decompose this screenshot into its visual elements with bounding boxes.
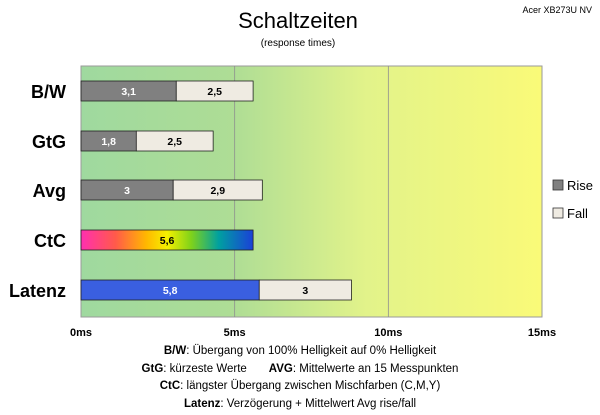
- bars: [80, 80, 352, 301]
- footnote-key: B/W: [163, 345, 187, 357]
- bar-value-label: 2,9: [210, 185, 225, 197]
- category-label: GtG: [32, 132, 66, 152]
- bar-value-label: 2,5: [207, 86, 222, 98]
- footnote-key: CtC: [159, 380, 181, 392]
- x-tick-labels: 0ms 5ms 10ms 15ms: [70, 327, 556, 339]
- legend: Rise Fall: [552, 178, 593, 221]
- category-label: CtC: [34, 231, 66, 251]
- footnote-text: : längster Übergang zwischen Mischfarben…: [180, 380, 441, 392]
- bar-fall: [175, 80, 254, 102]
- bar-value-label: 1,8: [101, 136, 116, 148]
- category-label: B/W: [31, 82, 66, 102]
- footnote-key: AVG: [268, 362, 293, 375]
- footnote-bw: B/W: Übergang von 100% Helligkeit auf 0%…: [0, 343, 600, 361]
- bar-value-label: 5,6: [160, 235, 175, 247]
- footnote-key: GtG: [141, 362, 164, 375]
- legend-swatch-fall: [552, 207, 564, 219]
- x-tick-label: 0ms: [70, 327, 92, 339]
- corner-label: Acer XB273U NV: [522, 5, 592, 15]
- bar-ctc: [80, 229, 254, 251]
- category-labels: B/W GtG Avg CtC Latenz: [9, 82, 66, 301]
- bar-value-label: 3: [302, 285, 308, 297]
- legend-swatch-rise: [552, 179, 564, 191]
- footnote-key: Latenz: [183, 397, 221, 410]
- bar-fall: [135, 130, 214, 152]
- footnote-text: : kürzeste Werte: [163, 362, 247, 375]
- bar-value-label: 3: [124, 185, 130, 197]
- footnote-text: : Verzögerung + Mittelwert Avg rise/fall: [220, 397, 417, 410]
- category-label: Latenz: [9, 281, 66, 301]
- category-label: Avg: [33, 181, 66, 201]
- bar-value-label: 2,5: [167, 136, 182, 148]
- chart-title: Schaltzeiten: [238, 8, 358, 33]
- chart-subtitle: (response times): [261, 38, 335, 49]
- bar-fall: [172, 179, 263, 201]
- bar-value-label: 3,1: [121, 86, 136, 98]
- footnote-text: : Mittelwerte an 15 Messpunkten: [292, 362, 459, 375]
- x-tick-label: 15ms: [528, 327, 556, 339]
- footnote-latenz: Latenz: Verzögerung + Mittelwert Avg ris…: [0, 396, 600, 414]
- footnote-text: : Übergang von 100% Helligkeit auf 0% He…: [186, 345, 437, 357]
- value-labels: 3,1 2,5 1,8 2,5 3 2,9 5,6 5,8 3: [101, 86, 308, 297]
- bar-value-label: 5,8: [163, 285, 178, 297]
- x-tick-label: 10ms: [374, 327, 402, 339]
- legend-label-fall: Fall: [567, 206, 588, 221]
- x-tick-label: 5ms: [224, 327, 246, 339]
- footnote-gtg-avg: GtG: kürzeste Werte AVG: Mittelwerte an 1…: [0, 361, 600, 379]
- footnote-ctc: CtC: längster Übergang zwischen Mischfar…: [0, 378, 600, 396]
- legend-label-rise: Rise: [567, 178, 593, 193]
- footnotes: B/W: Übergang von 100% Helligkeit auf 0%…: [0, 343, 600, 413]
- bar-fall: [258, 279, 352, 301]
